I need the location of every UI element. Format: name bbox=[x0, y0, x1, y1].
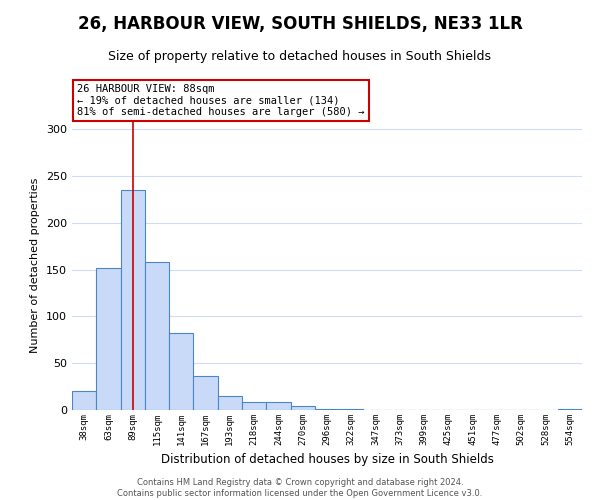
Y-axis label: Number of detached properties: Number of detached properties bbox=[31, 178, 40, 352]
Text: 26 HARBOUR VIEW: 88sqm
← 19% of detached houses are smaller (134)
81% of semi-de: 26 HARBOUR VIEW: 88sqm ← 19% of detached… bbox=[77, 84, 365, 117]
Bar bbox=[72, 392, 96, 410]
Bar bbox=[339, 409, 364, 410]
Bar bbox=[121, 190, 145, 410]
Bar bbox=[558, 409, 582, 410]
X-axis label: Distribution of detached houses by size in South Shields: Distribution of detached houses by size … bbox=[161, 454, 493, 466]
Bar bbox=[242, 402, 266, 410]
Text: 26, HARBOUR VIEW, SOUTH SHIELDS, NE33 1LR: 26, HARBOUR VIEW, SOUTH SHIELDS, NE33 1L… bbox=[77, 15, 523, 33]
Bar bbox=[315, 409, 339, 410]
Text: Size of property relative to detached houses in South Shields: Size of property relative to detached ho… bbox=[109, 50, 491, 63]
Bar bbox=[290, 406, 315, 410]
Bar bbox=[193, 376, 218, 410]
Bar bbox=[218, 396, 242, 410]
Bar bbox=[96, 268, 121, 410]
Text: Contains HM Land Registry data © Crown copyright and database right 2024.
Contai: Contains HM Land Registry data © Crown c… bbox=[118, 478, 482, 498]
Bar bbox=[169, 334, 193, 410]
Bar bbox=[145, 262, 169, 410]
Bar bbox=[266, 402, 290, 410]
